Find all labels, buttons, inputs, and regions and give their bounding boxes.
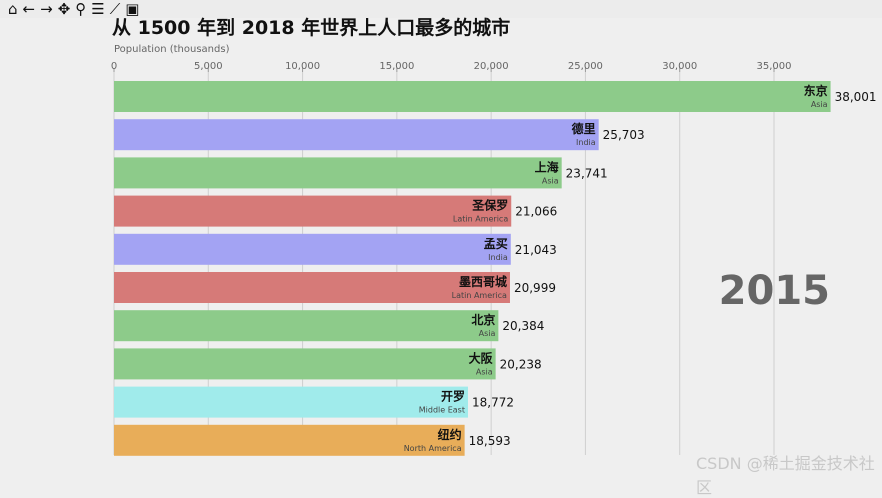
bar-chart: 0 5,000 10,000 15,000 20,000 25,000 30,000 35,0… xyxy=(111,61,877,456)
bar xyxy=(114,272,510,303)
bar-value-label: 18,593 xyxy=(469,434,511,448)
bar-group-label: India xyxy=(576,138,596,147)
toolbar: ⌂ ← → ✥ ⚲ ☰ ⟋ ▣ xyxy=(0,0,882,18)
forward-icon[interactable]: → xyxy=(40,0,53,18)
bar-group-label: Asia xyxy=(479,329,496,338)
bar-value-label: 38,001 xyxy=(835,90,877,104)
bar-city-label: 墨西哥城 xyxy=(459,274,507,289)
home-icon[interactable]: ⌂ xyxy=(8,0,18,18)
bar-value-label: 23,741 xyxy=(566,166,608,180)
bar-value-label: 21,066 xyxy=(515,205,557,219)
bar-group-label: India xyxy=(488,253,508,262)
bar-group-label: Middle East xyxy=(419,406,465,415)
chart-title: 从 1500 年到 2018 年世界上人口最多的城市 xyxy=(112,17,511,39)
zoom-icon[interactable]: ⚲ xyxy=(75,0,87,18)
x-tick-label: 5,000 xyxy=(194,61,223,72)
x-tick-label: 25,000 xyxy=(568,61,603,72)
bar-group-label: North America xyxy=(404,444,462,453)
bar xyxy=(114,386,468,418)
bar-group-label: Asia xyxy=(542,176,559,185)
bar xyxy=(114,195,512,227)
bar-city-label: 东京 xyxy=(804,83,828,98)
configure-subplots-icon[interactable]: ☰ xyxy=(91,0,105,18)
bar xyxy=(114,81,831,112)
bar xyxy=(114,310,499,342)
bar-group-label: Latin America xyxy=(452,291,507,300)
bar-value-label: 21,043 xyxy=(515,243,557,257)
bar-value-label: 25,703 xyxy=(603,128,645,142)
bar-value-label: 20,999 xyxy=(514,281,556,295)
bar-city-label: 北京 xyxy=(471,312,495,327)
year-label: 2015 xyxy=(718,268,830,314)
bar xyxy=(114,424,465,456)
bar-value-label: 18,772 xyxy=(472,396,514,410)
x-tick-label: 0 xyxy=(111,61,117,72)
bar-city-label: 上海 xyxy=(535,159,559,174)
x-tick-label: 20,000 xyxy=(474,61,509,72)
bar xyxy=(114,157,562,189)
bar-city-label: 大阪 xyxy=(469,350,494,365)
x-tick-label: 10,000 xyxy=(285,61,320,72)
bar-city-label: 德里 xyxy=(572,121,596,136)
bar xyxy=(114,119,599,151)
save-icon[interactable]: ▣ xyxy=(125,0,140,18)
bar-group-label: Asia xyxy=(811,100,828,109)
back-icon[interactable]: ← xyxy=(22,0,36,18)
edit-axis-icon[interactable]: ⟋ xyxy=(109,0,121,18)
x-tick-label: 30,000 xyxy=(662,61,697,72)
bar xyxy=(114,233,511,265)
watermark: CSDN @稀土掘金技术社区 xyxy=(696,454,875,497)
x-tick-label: 35,000 xyxy=(757,61,792,72)
bar-city-label: 开罗 xyxy=(441,389,465,404)
x-tick-label: 15,000 xyxy=(379,61,414,72)
bar-value-label: 20,384 xyxy=(502,319,544,333)
bar-group-label: Asia xyxy=(476,367,493,376)
bar-value-label: 20,238 xyxy=(500,357,542,371)
bar-city-label: 孟买 xyxy=(484,236,508,251)
pan-icon[interactable]: ✥ xyxy=(57,0,71,18)
bar-city-label: 纽约 xyxy=(438,427,462,442)
x-axis-label: Population (thousands) xyxy=(114,44,230,55)
bar-city-label: 圣保罗 xyxy=(471,198,508,213)
bar-group-label: Latin America xyxy=(453,215,508,224)
bar xyxy=(114,348,496,380)
